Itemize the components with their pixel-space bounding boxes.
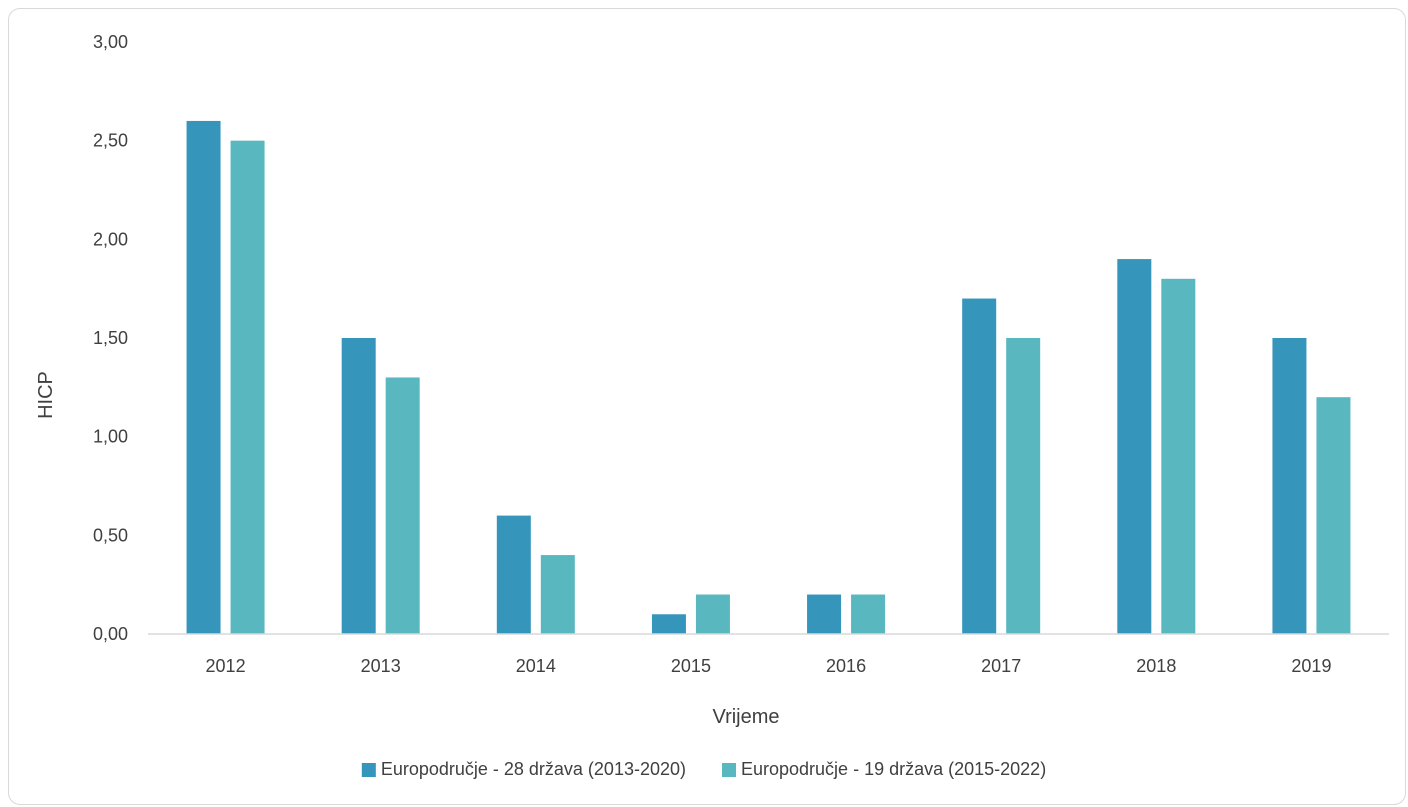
legend-item: Europodručje - 28 država (2013-2020): [361, 759, 686, 779]
y-tick-label: 1,50: [93, 328, 128, 348]
x-tick-label: 2019: [1291, 656, 1331, 676]
y-axis-title: HICP: [35, 371, 57, 419]
bar-series-1: [1117, 259, 1152, 634]
bar-series-1: [651, 614, 686, 634]
legend-label: Europodručje - 19 država (2015-2022): [741, 759, 1046, 779]
x-tick-label: 2018: [1136, 656, 1176, 676]
x-tick-label: 2015: [671, 656, 711, 676]
legend-item: Europodručje - 19 država (2015-2022): [722, 759, 1046, 779]
bar-series-2: [385, 377, 420, 634]
bar-series-2: [230, 140, 265, 634]
y-tick-label: 2,00: [93, 229, 128, 249]
bar-series-2: [1006, 338, 1041, 634]
y-tick-label: 0,50: [93, 525, 128, 545]
bar-series-2: [1316, 397, 1351, 634]
x-tick-label: 2017: [981, 656, 1021, 676]
legend-swatch: [722, 763, 736, 777]
bar-series-2: [1161, 278, 1196, 634]
x-axis-ticks: 2012 2013 2014 2015 2016 2017 2018 2019: [206, 656, 1332, 676]
bar-series-1: [496, 515, 531, 634]
bar-series-1: [341, 338, 376, 634]
y-tick-label: 0,00: [93, 624, 128, 644]
x-tick-label: 2014: [516, 656, 556, 676]
x-axis-title: Vrijeme: [712, 706, 779, 728]
x-tick-label: 2013: [361, 656, 401, 676]
x-tick-label: 2012: [206, 656, 246, 676]
bars: [186, 120, 1351, 634]
bar-series-2: [851, 594, 886, 634]
legend: Europodručje - 28 država (2013-2020) Euro…: [361, 759, 1046, 779]
y-axis-ticks: 0,00 0,50 1,00 1,50 2,00 2,50 3,00: [93, 32, 128, 644]
y-tick-label: 2,50: [93, 131, 128, 151]
bar-series-2: [540, 555, 575, 634]
legend-swatch: [361, 763, 376, 777]
bar-series-2: [695, 594, 730, 634]
bar-series-1: [807, 594, 842, 634]
legend-label: Europodručje - 28 država (2013-2020): [381, 759, 686, 779]
bar-series-1: [186, 120, 221, 634]
y-tick-label: 1,00: [93, 427, 128, 447]
bar-series-1: [1272, 338, 1307, 634]
bar-series-1: [962, 298, 997, 634]
x-tick-label: 2016: [826, 656, 866, 676]
y-tick-label: 3,00: [93, 32, 128, 52]
